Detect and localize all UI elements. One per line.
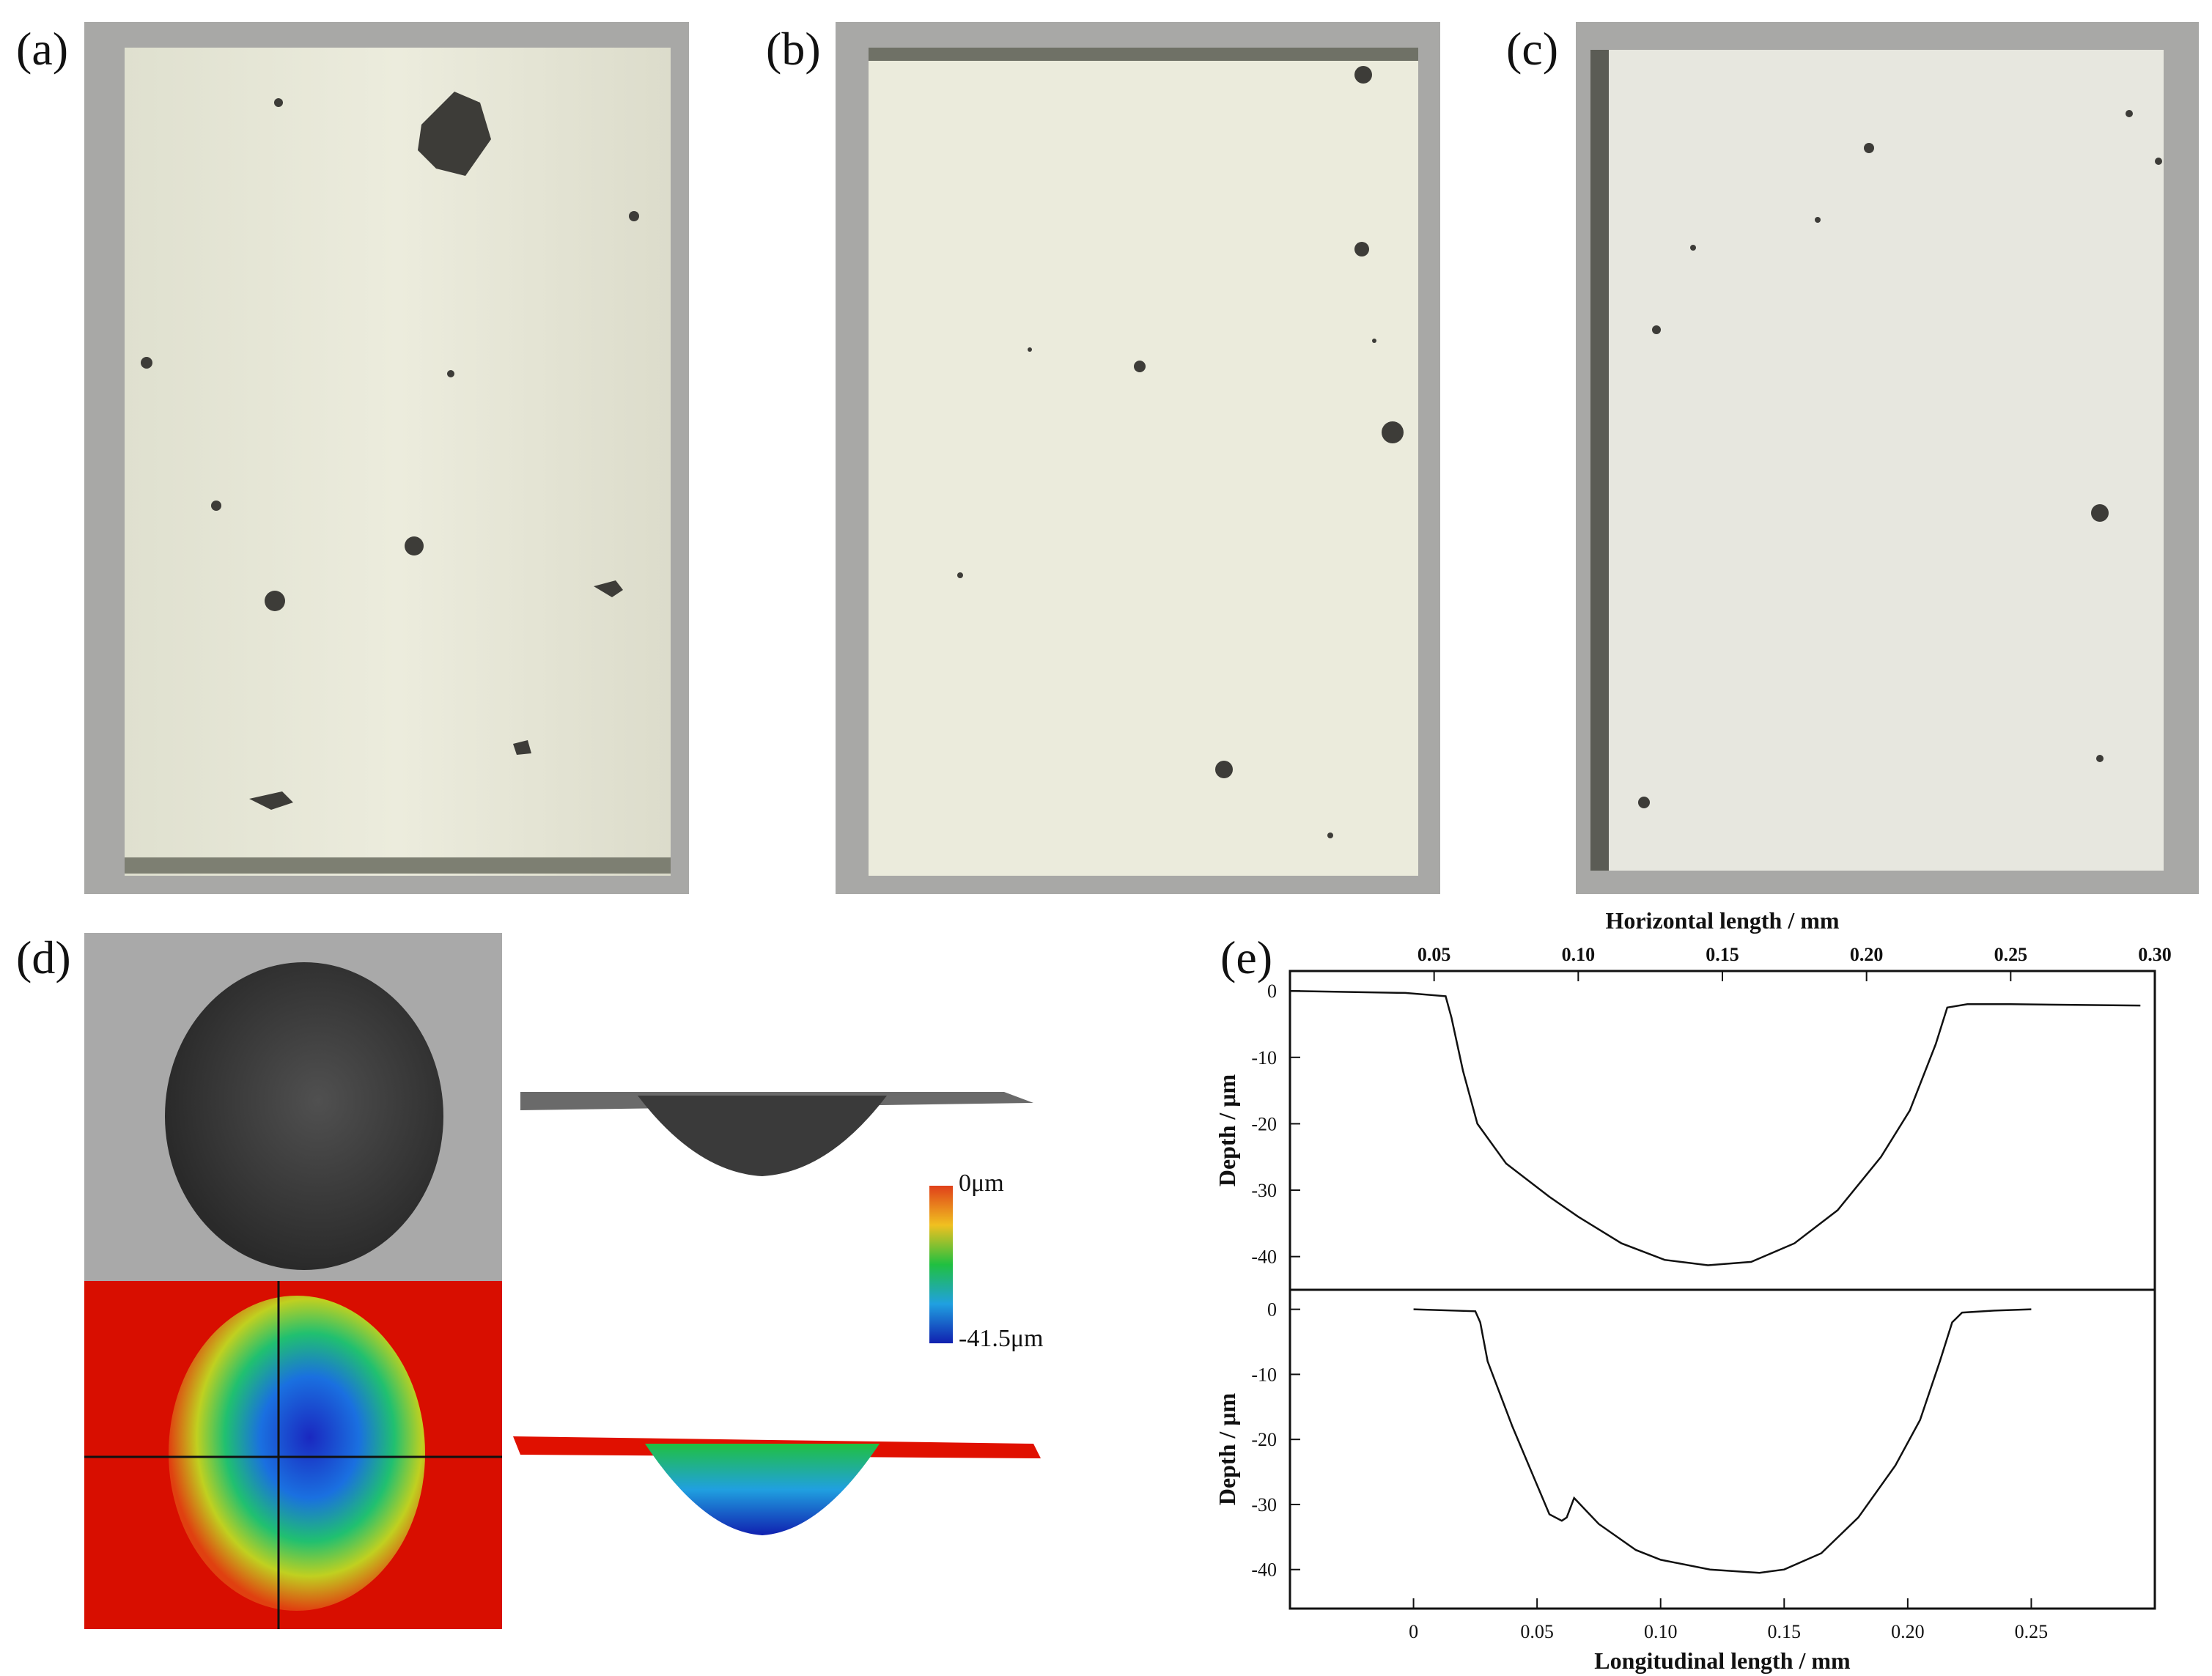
pit-micrograph-grayscale <box>84 933 502 1281</box>
x-tick-label-bottom: 0 <box>1409 1621 1418 1642</box>
panel-label-d: (d) <box>16 931 71 983</box>
colorbar-min-label: -41.5μm <box>959 1325 1044 1352</box>
x-tick-label-top: 0.25 <box>1994 944 2028 965</box>
x-tick-label-top: 0.10 <box>1562 944 1596 965</box>
x-tick-label-top: 0.30 <box>2138 944 2172 965</box>
panel-label-c: (c) <box>1506 23 1559 75</box>
panel-label-e: (e) <box>1220 931 1273 983</box>
y-tick-label-top: -40 <box>1251 1247 1277 1268</box>
sample-photo-a <box>84 22 689 894</box>
pit-3d-grayscale <box>513 1048 1041 1180</box>
x-axis-label-bottom: Longitudinal length / mm <box>1594 1647 1851 1674</box>
pit-height-map <box>84 1281 502 1629</box>
panel-label-b: (b) <box>766 23 821 75</box>
plate-c <box>1590 50 2164 871</box>
plate-a <box>125 48 671 876</box>
sample-photo-b <box>836 22 1440 894</box>
x-tick-label-bottom: 0.15 <box>1768 1621 1802 1642</box>
y-tick-label-bottom: -30 <box>1251 1494 1277 1516</box>
pit-3d-color <box>513 1392 1041 1539</box>
y-tick-label-bottom: -10 <box>1251 1364 1277 1385</box>
panel-label-a: (a) <box>16 23 69 75</box>
x-axis-label-top: Horizontal length / mm <box>1605 909 1839 934</box>
y-tick-label-bottom: 0 <box>1267 1299 1277 1321</box>
sample-photo-c <box>1576 22 2199 894</box>
y-tick-label-bottom: -40 <box>1251 1559 1277 1581</box>
depth-profile-chart: 0 -10 -20 -30 -40 0.05 0.10 0.15 0.20 0.25 0.30 Dep… <box>1214 909 2172 1674</box>
y-tick-label-top: -10 <box>1251 1047 1277 1068</box>
y-tick-label-top: -20 <box>1251 1113 1277 1134</box>
x-tick-label-bottom: 0.10 <box>1644 1621 1678 1642</box>
plate-b <box>869 48 1418 876</box>
depth-colorbar <box>929 1186 953 1343</box>
y-axis-label-bottom: Depth / μm <box>1214 1393 1240 1506</box>
x-tick-label-bottom: 0.05 <box>1520 1621 1554 1642</box>
x-tick-label-bottom: 0.25 <box>2015 1621 2049 1642</box>
x-tick-label-top: 0.15 <box>1706 944 1739 965</box>
y-tick-label-top: -30 <box>1251 1180 1277 1201</box>
x-tick-label-top: 0.20 <box>1850 944 1884 965</box>
x-tick-label-bottom: 0.20 <box>1891 1621 1925 1642</box>
y-tick-label-bottom: -20 <box>1251 1429 1277 1450</box>
profile-line-bottom <box>1413 1308 2032 1574</box>
x-tick-label-top: 0.05 <box>1417 944 1451 965</box>
y-tick-label-top: 0 <box>1267 981 1277 1002</box>
colorbar-max-label: 0μm <box>959 1170 1004 1197</box>
profile-line-top <box>1289 989 2141 1266</box>
y-axis-label-top: Depth / μm <box>1214 1074 1240 1187</box>
